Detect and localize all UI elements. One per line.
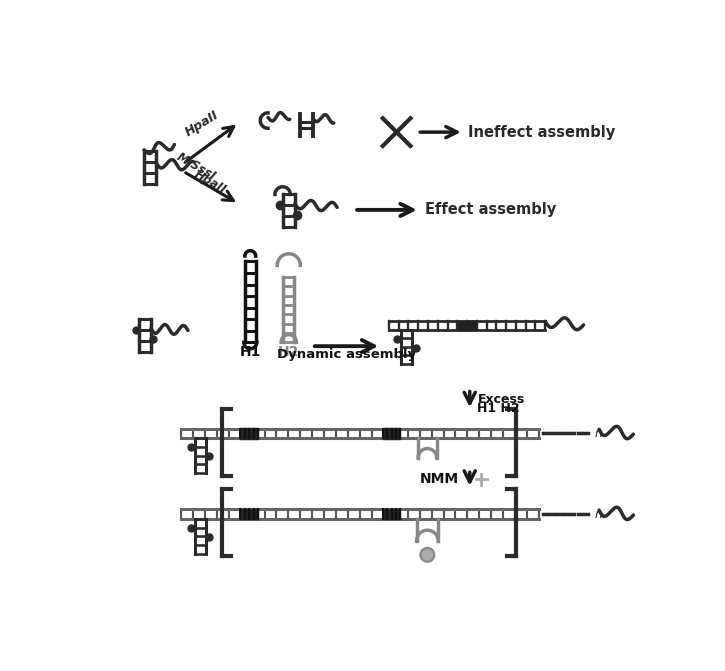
Text: HpaII: HpaII <box>192 168 228 197</box>
Text: Excess: Excess <box>478 393 525 406</box>
Text: Dynamic assembly: Dynamic assembly <box>277 348 416 361</box>
Text: Effect assembly: Effect assembly <box>425 203 556 217</box>
Circle shape <box>420 548 434 562</box>
Text: M.SssI: M.SssI <box>175 151 218 184</box>
Text: NMM: NMM <box>420 472 459 486</box>
Text: n: n <box>594 508 602 521</box>
Text: HpaII: HpaII <box>183 108 221 139</box>
Text: H2: H2 <box>278 345 299 359</box>
Text: H1 H2: H1 H2 <box>478 402 520 415</box>
Text: Ineffect assembly: Ineffect assembly <box>468 125 616 140</box>
Text: H1: H1 <box>239 345 261 359</box>
FancyBboxPatch shape <box>85 73 658 605</box>
Text: n: n <box>594 427 602 440</box>
